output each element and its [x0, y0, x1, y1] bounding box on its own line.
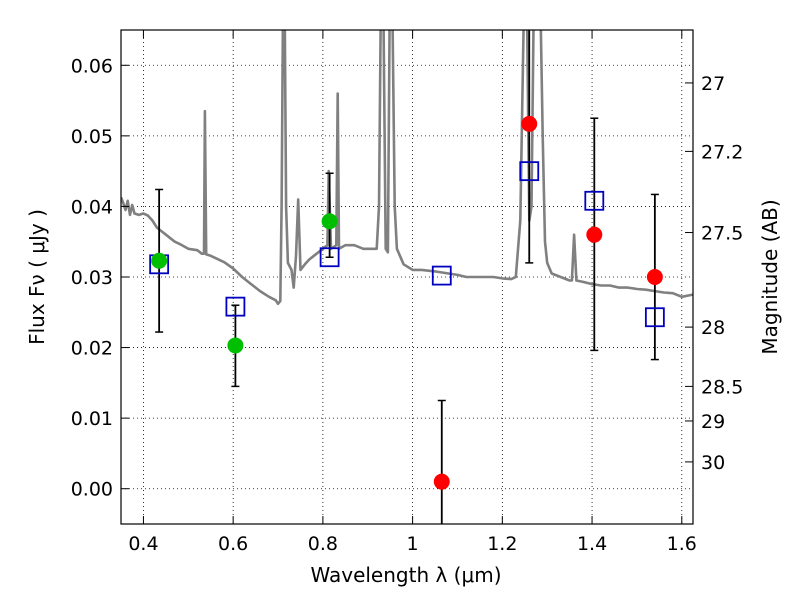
y-tick-label: 0.02 — [71, 338, 113, 360]
model-photometry-square — [584, 190, 605, 211]
plot-clip-group — [121, 30, 693, 524]
observed-flux-point — [227, 337, 244, 354]
model-photometry-square — [225, 296, 246, 317]
model-photometry-square — [644, 307, 665, 328]
y-axis-label: Flux Fν ( μJy ) — [25, 209, 49, 345]
grid — [121, 30, 693, 524]
observed-flux-point — [151, 252, 168, 269]
x-tick-label: 1 — [407, 533, 419, 555]
observed-flux-point — [321, 213, 338, 230]
y2-tick-label: 29 — [701, 411, 725, 433]
y2-tick-label: 28.5 — [701, 376, 743, 398]
y-tick-label: 0.01 — [71, 408, 113, 430]
observed-flux-point — [646, 269, 663, 285]
y-tick-label: 0.04 — [71, 196, 113, 218]
model-photometry-square — [319, 247, 340, 268]
y2-tick-label: 30 — [701, 452, 725, 474]
model-photometry-square — [519, 161, 540, 182]
observed-flux-point — [586, 226, 603, 243]
x-tick-label: 0.4 — [128, 533, 158, 555]
y2-tick-label: 28 — [701, 317, 725, 339]
axes-ticks: 0.4 0.6 0.8 1 1.2 1.4 1.6 0.00 0.01 0.02 0.03 0.04 0… — [71, 30, 743, 555]
x-tick-label: 1.6 — [667, 533, 697, 555]
x-tick-label: 0.8 — [308, 533, 338, 555]
x-tick-label: 0.6 — [218, 533, 248, 555]
y-tick-label: 0.05 — [71, 126, 113, 148]
x-axis-label: Wavelength λ (μm) — [310, 563, 501, 587]
y-tick-label: 0.00 — [71, 479, 113, 501]
y-tick-label: 0.03 — [71, 267, 113, 289]
y2-tick-label: 27 — [701, 73, 725, 95]
observed-flux-point — [521, 115, 538, 132]
y2-tick-label: 27.5 — [701, 223, 743, 245]
plot-area — [121, 30, 693, 524]
y2-axis-label: Magnitude (AB) — [758, 199, 782, 354]
x-tick-label: 1.4 — [577, 533, 607, 555]
observed-flux-point — [433, 473, 450, 490]
y-tick-label: 0.06 — [71, 55, 113, 77]
x-tick-label: 1.2 — [487, 533, 517, 555]
model-photometry-square — [431, 265, 452, 286]
y2-tick-label: 27.2 — [701, 141, 743, 163]
